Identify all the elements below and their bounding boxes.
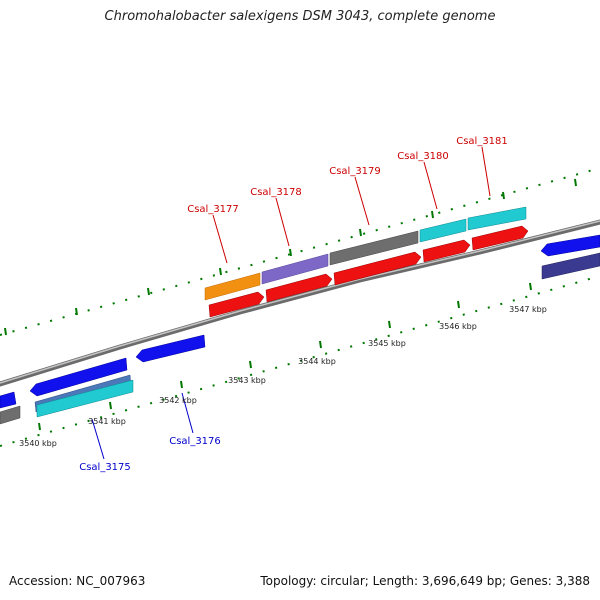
forward-cds-row[interactable] <box>208 225 529 318</box>
gene-label-forward: Csal_3177 <box>187 204 239 215</box>
kbp-label: 3547 kbp <box>509 305 547 314</box>
gene-feature-cyan <box>419 218 467 243</box>
topology-text: Topology: circular; Length: 3,696,649 bp… <box>260 574 590 588</box>
gene-feature-gray <box>329 230 419 266</box>
accession-text: Accession: NC_007963 <box>9 574 146 588</box>
map-title: Chromohalobacter salexigens DSM 3043, co… <box>104 9 496 24</box>
major-tick <box>219 267 222 276</box>
gene-label-reverse: Csal_3176 <box>169 436 221 447</box>
cds-arrow <box>471 225 529 251</box>
cds-arrow <box>422 239 471 263</box>
major-tick <box>457 300 460 309</box>
gene-feature-darkblue <box>541 252 600 280</box>
major-tick <box>249 360 252 369</box>
kbp-label: 3541 kbp <box>88 417 126 426</box>
major-tick <box>75 307 78 316</box>
label-leaders <box>91 146 491 460</box>
major-tick <box>109 401 112 410</box>
major-tick <box>147 287 150 296</box>
major-tick <box>319 340 322 349</box>
cds-arrow <box>333 251 422 286</box>
major-tick <box>4 327 7 336</box>
gene-label-forward: Csal_3180 <box>397 151 449 162</box>
gene-label-forward: Csal_3181 <box>456 136 508 147</box>
forward-features-upper[interactable] <box>204 206 527 301</box>
gene-feature-cyan <box>467 206 527 231</box>
major-tick <box>388 320 391 329</box>
cds-arrow-reverse <box>540 234 600 257</box>
major-tick <box>359 228 362 237</box>
kbp-label: 3542 kbp <box>159 396 197 405</box>
gene-label-reverse: Csal_3175 <box>79 462 131 473</box>
major-tick <box>431 210 434 219</box>
major-tick <box>574 178 577 187</box>
major-tick <box>180 380 183 389</box>
major-tick <box>38 422 41 431</box>
kbp-label: 3546 kbp <box>439 322 477 331</box>
inner-tick-track <box>0 275 600 447</box>
cds-arrow-reverse <box>0 391 17 409</box>
kbp-label: 3543 kbp <box>228 376 266 385</box>
cds-arrow-reverse <box>29 357 128 397</box>
kbp-label: 3540 kbp <box>19 439 57 448</box>
genome-backbone <box>0 219 600 387</box>
cds-arrow <box>265 273 333 303</box>
cds-arrow <box>208 291 265 318</box>
gene-labels[interactable]: Csal_3177 Csal_3178 Csal_3179 Csal_3180 … <box>79 136 508 473</box>
kbp-label: 3544 kbp <box>298 357 336 366</box>
reverse-cds-row[interactable] <box>0 234 600 409</box>
gene-label-forward: Csal_3179 <box>329 166 381 177</box>
gene-feature-gray <box>0 405 21 425</box>
gene-feature-orange <box>204 272 261 301</box>
kbp-labels: 3540 kbp 3541 kbp 3542 kbp 3543 kbp 3544… <box>19 305 547 448</box>
gene-label-forward: Csal_3178 <box>250 187 302 198</box>
gene-feature-purple <box>261 253 329 285</box>
cds-arrow-reverse <box>135 334 206 363</box>
kbp-label: 3545 kbp <box>368 339 406 348</box>
gene-feature-cyan <box>36 379 134 418</box>
major-tick <box>529 282 532 291</box>
major-tick <box>502 191 505 200</box>
outer-tick-track <box>0 167 600 336</box>
reverse-features-lower[interactable] <box>0 252 600 425</box>
major-tick <box>289 248 292 257</box>
